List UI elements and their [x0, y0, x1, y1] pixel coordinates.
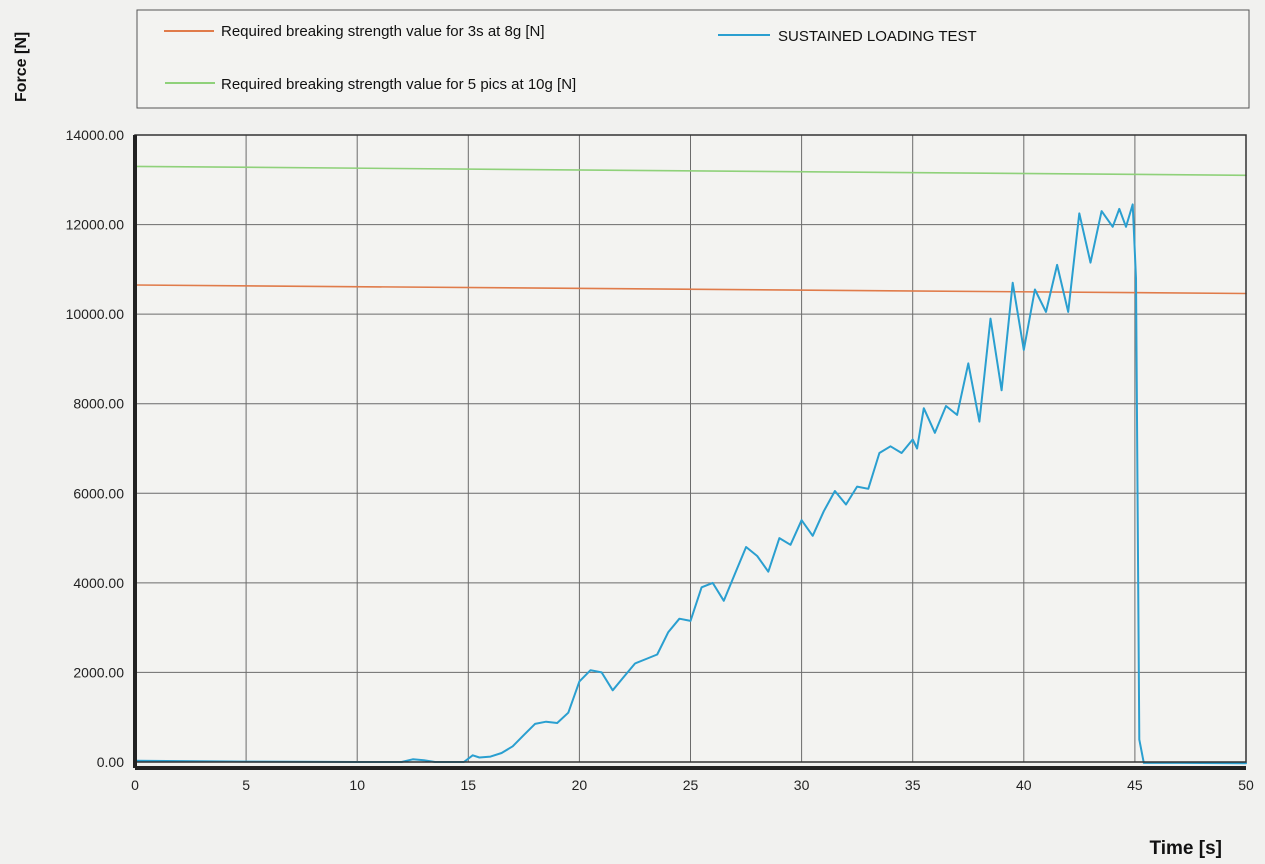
series-line-blue: [134, 203, 1247, 765]
x-tick-label: 45: [1127, 777, 1143, 793]
x-tick-label: 40: [1016, 777, 1032, 793]
y-tick-label: 2000.00: [73, 664, 124, 680]
series-line-green: [134, 165, 1247, 177]
x-tick-label: 35: [905, 777, 921, 793]
y-tick-label: 8000.00: [73, 396, 124, 412]
tick-layer: 0 5 10 15 20 25 30 35 40 45 50 0.00 2000.00 4000.00 60…: [66, 127, 1254, 793]
x-tick-label: 0: [131, 777, 139, 793]
series-layer: [134, 165, 1247, 765]
x-tick-label: 30: [794, 777, 810, 793]
legend-item-orange: Required breaking strength value for 3s …: [164, 23, 545, 40]
plot-area: 0 5 10 15 20 25 30 35 40 45 50 0.00 2000.00 4000.00 60…: [66, 127, 1254, 793]
y-tick-label: 14000.00: [66, 127, 125, 143]
legend-label-green: Required breaking strength value for 5 p…: [221, 76, 576, 93]
x-tick-label: 25: [683, 777, 699, 793]
x-tick-label: 15: [461, 777, 477, 793]
y-tick-label: 4000.00: [73, 575, 124, 591]
x-tick-label: 50: [1238, 777, 1254, 793]
legend-box: [136, 9, 1250, 109]
y-tick-label: 10000.00: [66, 306, 125, 322]
legend-label-blue: SUSTAINED LOADING TEST: [778, 28, 977, 45]
legend-item-blue: SUSTAINED LOADING TEST: [718, 28, 977, 45]
x-axis-title: Time [s]: [1149, 838, 1222, 859]
legend-label-orange: Required breaking strength value for 3s …: [221, 23, 545, 40]
series-line-orange: [134, 284, 1247, 295]
x-tick-label: 10: [349, 777, 365, 793]
x-tick-label: 20: [572, 777, 588, 793]
x-tick-label: 5: [242, 777, 250, 793]
y-tick-label: 0.00: [97, 754, 124, 770]
y-tick-label: 12000.00: [66, 217, 125, 233]
y-axis-title: Force [N]: [13, 32, 30, 102]
y-tick-label: 6000.00: [73, 485, 124, 501]
legend-item-green: Required breaking strength value for 5 p…: [165, 76, 576, 93]
